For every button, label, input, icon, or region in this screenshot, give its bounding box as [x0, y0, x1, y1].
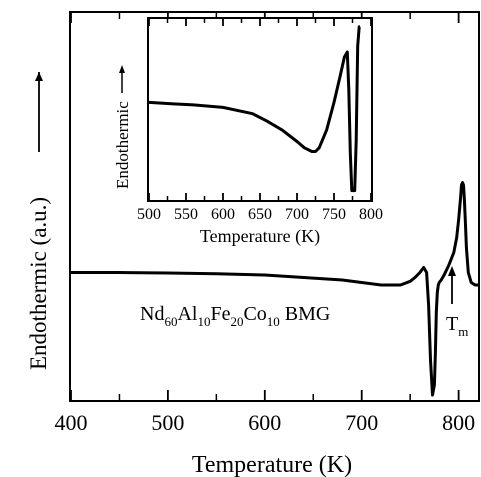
y-axis-label-group: Endothermic (a.u.) — [26, 72, 51, 370]
inset-tick-label: 600 — [211, 206, 235, 223]
x-axis-label: Temperature (K) — [192, 452, 352, 477]
inset-tick-label: 500 — [137, 206, 161, 223]
inset-axis-ticks — [148, 19, 372, 200]
inset-y-axis-arrow-head — [119, 65, 125, 73]
inset-y-axis-label: Endothermic — [113, 101, 132, 189]
inset-tick-labels: 500 550 600 650 700 750 800 — [137, 206, 383, 223]
inset-x-axis-label: Temperature (K) — [200, 226, 320, 247]
inset-dsc-curve — [148, 25, 361, 193]
main-tick-label: 700 — [345, 410, 378, 435]
inset-tick-label: 650 — [248, 206, 272, 223]
main-dsc-curve — [71, 181, 478, 397]
inset-tick-label: 700 — [285, 206, 309, 223]
inset-tick-label: 750 — [322, 206, 346, 223]
inset-plot-frame — [147, 17, 373, 202]
sample-label: Nd60Al10Fe20Co10 BMG — [140, 303, 330, 329]
y-axis-label: Endothermic (a.u.) — [26, 197, 51, 370]
main-tick-labels: 400 500 600 700 800 — [55, 410, 476, 435]
main-tick-label: 800 — [442, 410, 475, 435]
main-tick-label: 500 — [151, 410, 184, 435]
inset-y-axis-label-group: Endothermic — [113, 65, 132, 189]
main-tick-label: 600 — [248, 410, 281, 435]
tm-arrow-head — [448, 266, 456, 276]
tm-label: Tm — [446, 313, 468, 339]
main-plot-frame — [69, 11, 480, 402]
y-axis-arrow-head — [35, 72, 43, 81]
inset-tick-label: 800 — [359, 206, 383, 223]
inset-tick-label: 550 — [174, 206, 198, 223]
main-tick-label: 400 — [55, 410, 88, 435]
